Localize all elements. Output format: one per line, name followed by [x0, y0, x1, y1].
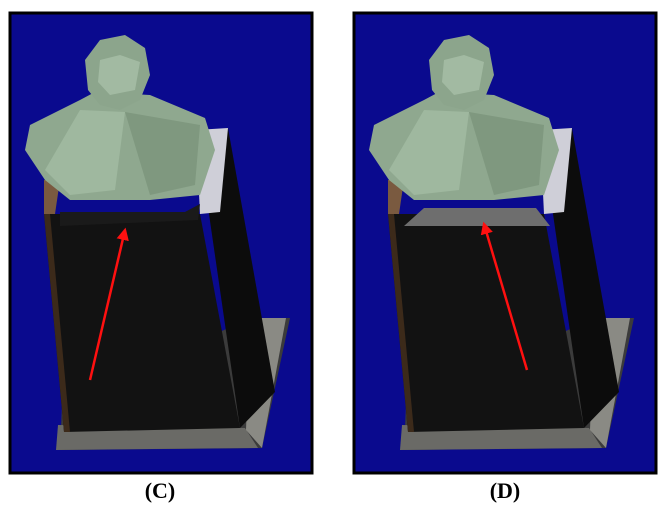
- figure: (C) (D): [0, 0, 664, 508]
- panel-d: (D): [354, 13, 656, 503]
- pedestal-top: [404, 208, 550, 226]
- render-image: [354, 13, 656, 473]
- panel-label: (D): [490, 478, 521, 503]
- render-image: [10, 13, 312, 473]
- panel-c: (C): [10, 13, 312, 503]
- panel-label: (C): [145, 478, 176, 503]
